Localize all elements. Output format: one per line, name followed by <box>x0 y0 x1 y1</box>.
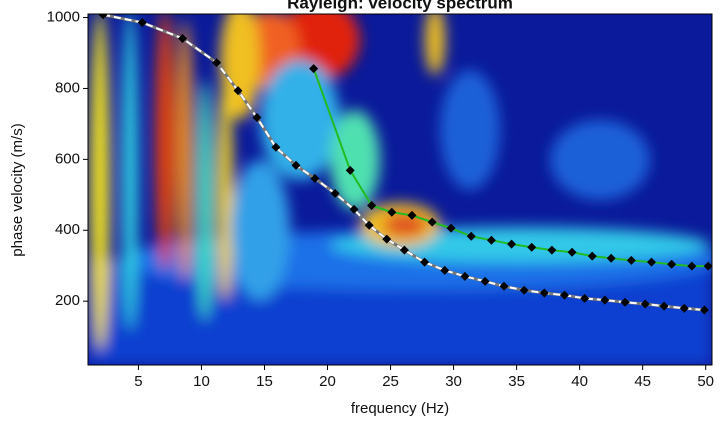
x-tick-label: 30 <box>445 373 462 390</box>
point-marker <box>600 295 610 305</box>
point-marker <box>519 285 529 295</box>
point-marker <box>137 18 147 28</box>
point-marker <box>420 257 430 267</box>
point-marker <box>399 245 409 255</box>
x-tick-label: 25 <box>382 373 399 390</box>
point-marker <box>659 301 669 311</box>
point-marker <box>212 58 222 68</box>
point-marker <box>252 113 262 123</box>
point-marker <box>387 207 397 217</box>
point-marker <box>560 290 570 300</box>
point-marker <box>271 142 281 152</box>
point-marker <box>547 245 557 255</box>
chart-title: Rayleigh: velocity spectrum <box>287 0 513 12</box>
point-marker <box>440 265 450 275</box>
point-marker <box>407 210 417 220</box>
point-marker <box>291 160 301 170</box>
point-marker <box>367 200 377 210</box>
point-marker <box>527 242 537 252</box>
point-marker <box>427 217 437 227</box>
point-marker <box>567 247 577 257</box>
point-marker <box>233 86 243 96</box>
point-marker <box>98 14 108 20</box>
x-tick-label: 20 <box>319 373 336 390</box>
point-marker <box>703 261 712 271</box>
x-tick-label: 10 <box>193 373 210 390</box>
point-marker <box>620 297 630 307</box>
point-marker <box>539 288 549 298</box>
x-tick-label: 35 <box>508 373 525 390</box>
point-marker <box>466 231 476 241</box>
x-tick-label: 5 <box>134 373 142 390</box>
point-marker <box>349 204 359 214</box>
point-marker <box>679 303 689 313</box>
curve <box>102 14 705 312</box>
point-marker <box>580 293 590 303</box>
x-tick-label: 15 <box>256 373 273 390</box>
point-marker <box>626 255 636 265</box>
y-tick-label: 600 <box>55 150 80 167</box>
x-tick-label: 45 <box>634 373 651 390</box>
point-marker <box>364 220 374 230</box>
y-axis-label: phase velocity (m/s) <box>9 123 26 256</box>
point-marker <box>699 305 709 315</box>
point-marker <box>646 257 656 267</box>
curves <box>98 14 712 315</box>
y-tick-label: 400 <box>55 221 80 238</box>
x-tick-label: 40 <box>571 373 588 390</box>
point-marker <box>382 234 392 244</box>
point-marker <box>178 33 188 43</box>
point-marker <box>480 276 490 286</box>
x-axis-label: frequency (Hz) <box>351 400 449 417</box>
point-marker <box>606 253 616 263</box>
point-marker <box>310 174 320 184</box>
y-tick-label: 1000 <box>47 9 80 26</box>
point-marker <box>640 299 650 309</box>
point-marker <box>460 271 470 281</box>
y-tick-label: 200 <box>55 292 80 309</box>
point-marker <box>446 223 456 233</box>
point-marker <box>499 281 509 291</box>
point-marker <box>507 239 517 249</box>
point-marker <box>345 165 355 175</box>
point-marker <box>486 235 496 245</box>
point-marker <box>687 261 697 271</box>
point-marker <box>309 64 319 74</box>
spectrum-image <box>88 14 712 365</box>
point-marker <box>587 251 597 261</box>
x-tick-label: 50 <box>697 373 714 390</box>
plot-frame <box>87 13 713 366</box>
point-marker <box>667 259 677 269</box>
point-marker <box>330 188 340 198</box>
y-tick-label: 800 <box>55 79 80 96</box>
